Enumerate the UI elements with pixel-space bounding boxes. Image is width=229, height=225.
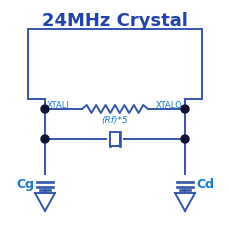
Circle shape [180, 106, 188, 113]
Bar [109, 132, 120, 146]
Text: 24MHz Crystal: 24MHz Crystal [42, 12, 187, 30]
Text: XTALI: XTALI [47, 101, 70, 110]
Circle shape [41, 135, 49, 143]
Text: Cg: Cg [16, 178, 34, 191]
Text: (Rf)*5: (Rf)*5 [101, 115, 128, 124]
Circle shape [180, 135, 188, 143]
Text: XTALO: XTALO [155, 101, 182, 110]
Circle shape [41, 106, 49, 113]
Text: Cd: Cd [195, 178, 213, 191]
